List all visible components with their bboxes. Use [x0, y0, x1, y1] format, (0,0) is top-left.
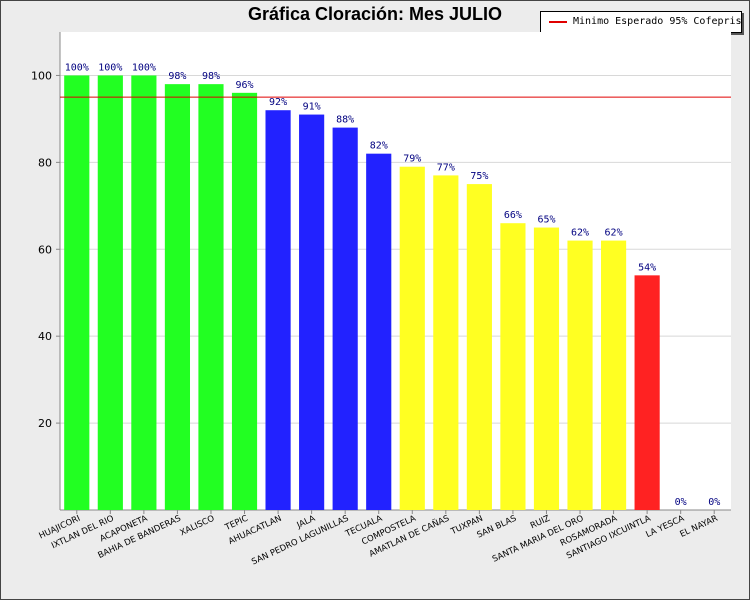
- bar-8: [332, 127, 358, 510]
- y-tick-label: 20: [38, 417, 52, 430]
- legend-label-reference-line: Minimo Esperado 95% Cofepris: [573, 16, 742, 27]
- bar-5: [231, 92, 258, 510]
- bar-9: [366, 153, 392, 510]
- bar-3: [164, 84, 191, 511]
- bar-1: [97, 75, 123, 511]
- data-label-1: 100%: [98, 62, 122, 73]
- y-tick-label: 40: [38, 330, 52, 343]
- data-label-19: 0%: [708, 497, 720, 508]
- data-label-13: 66%: [504, 210, 522, 221]
- data-label-6: 92%: [269, 97, 287, 108]
- data-label-7: 91%: [303, 102, 321, 113]
- bar-4: [198, 84, 224, 511]
- bar-7: [299, 114, 325, 511]
- bar-16: [600, 240, 627, 510]
- data-label-11: 77%: [437, 162, 455, 173]
- data-label-10: 79%: [403, 154, 421, 165]
- data-label-2: 100%: [132, 62, 156, 73]
- bar-12: [466, 184, 492, 510]
- data-label-16: 62%: [605, 228, 623, 239]
- data-label-15: 62%: [571, 228, 589, 239]
- bar-11: [433, 175, 459, 510]
- data-label-8: 88%: [336, 115, 354, 126]
- x-tick-label: XALISCO: [179, 514, 217, 539]
- data-label-3: 98%: [168, 71, 186, 82]
- plot-area: [60, 32, 731, 510]
- legend-swatch-reference-line: [549, 21, 567, 23]
- bar-6: [265, 110, 291, 510]
- bar-0: [64, 75, 90, 511]
- data-label-5: 96%: [235, 80, 253, 91]
- data-label-12: 75%: [470, 171, 488, 182]
- bar-17: [634, 275, 660, 510]
- x-tick-label: EL NAYAR: [678, 514, 719, 540]
- data-label-17: 54%: [638, 262, 656, 273]
- bar-2: [131, 75, 157, 511]
- y-tick-label: 100: [31, 69, 52, 82]
- data-label-14: 65%: [537, 215, 555, 226]
- bar-13: [500, 223, 526, 510]
- data-label-0: 100%: [65, 62, 89, 73]
- y-tick-label: 60: [38, 243, 52, 256]
- data-label-4: 98%: [202, 71, 220, 82]
- data-label-9: 82%: [370, 141, 388, 152]
- bar-15: [567, 240, 593, 510]
- x-tick-label: LA YESCA: [644, 514, 686, 541]
- chart-title: Gráfica Cloración: Mes JULIO: [247, 4, 503, 24]
- data-label-18: 0%: [675, 497, 687, 508]
- bar-10: [399, 166, 425, 510]
- y-tick-label: 80: [38, 156, 52, 169]
- bar-14: [533, 227, 560, 510]
